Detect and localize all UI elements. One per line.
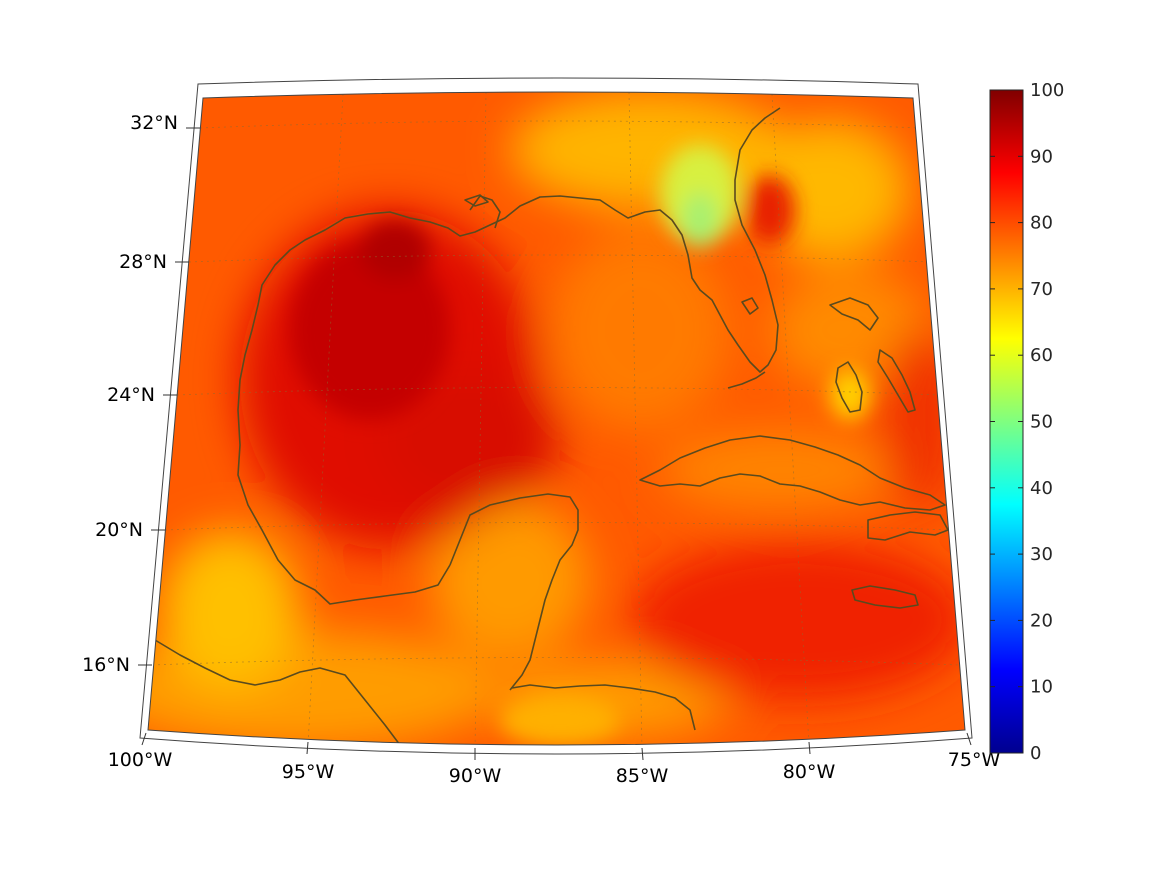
colorbar-tick-label-40: 40	[1030, 478, 1053, 499]
graticule-lat-32n	[199, 120, 923, 129]
coastline-hispaniola	[867, 511, 949, 541]
colorbar-tick-label-10: 10	[1030, 677, 1053, 698]
graticule-lat-20n	[164, 522, 951, 531]
latitude-ticks	[138, 127, 200, 666]
field-dark-red-core	[290, 240, 450, 420]
lon-label-90w: 90°W	[449, 765, 502, 787]
coastline-honduras	[511, 684, 696, 731]
colorbar-tick-label-30: 30	[1030, 544, 1053, 565]
tick-mark-lon-95w	[306, 741, 309, 755]
coastline-yucatan	[449, 493, 579, 691]
colorbar-tick-label-70: 70	[1030, 279, 1053, 300]
field-yellow-honduras	[500, 695, 620, 745]
coastline-lake-okeechobee	[741, 297, 759, 315]
lon-label-80w: 80°W	[783, 761, 836, 783]
graticule-lon-90w	[474, 92, 487, 745]
tick-mark-lon-100w	[141, 732, 147, 746]
longitude-ticks	[141, 732, 972, 761]
graticule-lon-85w	[628, 92, 643, 745]
coastline-lake-pontchartrain	[464, 194, 489, 207]
field-red-gulf-stream	[745, 175, 795, 245]
colorbar-tick-label-50: 50	[1030, 412, 1053, 433]
colorbar: 0 10 20 30 40 50 60 70 80 90 100	[989, 80, 1064, 764]
lat-label-28n: 28°N	[119, 251, 167, 273]
tick-mark-lon-75w	[966, 732, 972, 746]
graticule-lat-24n	[176, 387, 941, 396]
colorbar-tick-label-90: 90	[1030, 146, 1053, 167]
lon-label-75w: 75°W	[948, 749, 1001, 771]
field-orange-bahamas	[770, 270, 930, 390]
coastline-cuba	[639, 435, 946, 511]
tick-mark-lon-80w	[808, 741, 811, 755]
field-green-florida	[682, 192, 718, 248]
field-orange-yucatan	[430, 500, 590, 660]
lon-label-85w: 85°W	[616, 765, 669, 787]
coastlines	[154, 107, 949, 745]
colorbar-tick-label-60: 60	[1030, 345, 1053, 366]
field-yellow-southwest	[160, 530, 300, 690]
coastline-bahamas-abaco	[829, 297, 879, 331]
colorbar-tick-label-80: 80	[1030, 213, 1053, 234]
graticule-lon-80w	[771, 93, 810, 745]
coastline-bahamas-andros	[835, 361, 863, 413]
field-red-central-gulf	[380, 370, 560, 510]
data-field	[148, 92, 965, 745]
colorbar-tick-label-20: 20	[1030, 610, 1053, 631]
longitude-labels: 100°W 95°W 90°W 85°W 80°W 75°W	[108, 749, 1001, 787]
lat-label-24n: 24°N	[107, 384, 155, 406]
coastline-jamaica	[851, 585, 919, 609]
coastline-gulf-of-mexico	[237, 107, 781, 605]
field-orange-south	[148, 630, 500, 745]
colorbar-tick-label-0: 0	[1030, 743, 1041, 764]
graticule-lon-95w	[307, 93, 344, 745]
colorbar-ticks: 0 10 20 30 40 50 60 70 80 90 100	[990, 80, 1064, 764]
graticule-lat-28n	[188, 254, 933, 263]
field-orange-cuba	[660, 430, 900, 510]
coastline-bahamas-eleuthera	[877, 349, 916, 413]
lat-label-16n: 16°N	[82, 654, 130, 676]
field-dark-red-north	[360, 220, 430, 280]
lon-label-100w: 100°W	[108, 749, 173, 771]
lat-label-20n: 20°N	[95, 519, 143, 541]
coastline-florida-keys	[727, 371, 766, 389]
map-frame-outer	[139, 77, 973, 755]
latitude-labels: 16°N 20°N 24°N 28°N 32°N	[82, 112, 178, 676]
field-orange-east-gulf	[550, 230, 730, 430]
colorbar-gradient	[989, 89, 1024, 754]
graticule	[151, 92, 961, 745]
field-red-caribbean	[630, 540, 965, 700]
coastline-pacific	[154, 639, 401, 745]
coastline-mississippi-delta	[469, 195, 501, 229]
colorbar-tick-label-100: 100	[1030, 80, 1064, 101]
lat-label-32n: 32°N	[130, 112, 178, 134]
field-yellow-north-florida	[510, 92, 790, 210]
lon-label-95w: 95°W	[282, 761, 335, 783]
tick-mark-lon-85w	[641, 747, 644, 761]
map-frame	[147, 91, 966, 746]
